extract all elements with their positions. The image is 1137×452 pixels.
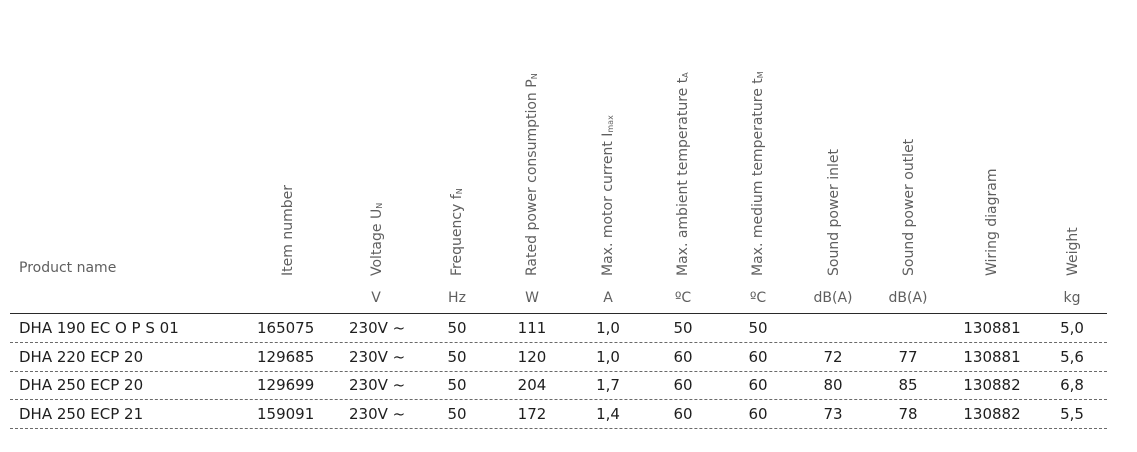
header-max-current: Max. motor current Imax (600, 115, 619, 276)
header-rated-power: Rated power consumption PN (524, 73, 543, 276)
header-ambient-temp-text: Max. ambient temperature t (675, 77, 691, 276)
header-ambient-temp: Max. ambient temperature tA (675, 72, 694, 276)
cell-medium-temp: 60 (748, 348, 768, 366)
cell-wiring-diagram: 130881 (963, 348, 1021, 366)
header-frequency-text: Frequency f (449, 194, 465, 276)
cell-ambient-temp: 60 (673, 405, 693, 423)
header-item-number-text: Item number (280, 185, 296, 276)
cell-rated-power: 172 (517, 405, 547, 423)
product-spec-table: Product name Item number Voltage UN Freq… (10, 0, 1107, 452)
unit-sound-outlet: dB(A) (888, 290, 928, 306)
cell-weight: 5,5 (1060, 405, 1084, 423)
cell-item-number: 129685 (257, 348, 315, 366)
header-sound-inlet-text: Sound power inlet (826, 148, 842, 276)
header-weight: Weight (1065, 227, 1081, 276)
cell-wiring-diagram: 130881 (963, 319, 1021, 337)
cell-product-name: DHA 250 ECP 21 (19, 405, 144, 423)
cell-medium-temp: 60 (748, 405, 768, 423)
table-row: DHA 250 ECP 21 159091 230V ~ 50 172 1,4 … (10, 400, 1107, 429)
cell-weight: 5,6 (1060, 348, 1084, 366)
cell-ambient-temp: 60 (673, 348, 693, 366)
unit-max-current: A (603, 290, 613, 306)
cell-weight: 6,8 (1060, 376, 1084, 394)
header-medium-temp: Max. medium temperature tM (750, 71, 769, 276)
header-ambient-temp-sub: A (681, 72, 690, 78)
cell-sound-inlet: 72 (823, 348, 843, 366)
header-product-name: Product name (19, 260, 117, 276)
cell-weight: 5,0 (1060, 319, 1084, 337)
header-voltage-text: Voltage U (369, 208, 385, 276)
cell-sound-inlet: 73 (823, 405, 843, 423)
header-wiring-diagram-text: Wiring diagram (984, 168, 1000, 277)
cell-ambient-temp: 50 (673, 319, 693, 337)
header-sound-inlet: Sound power inlet (826, 149, 842, 276)
cell-voltage: 230V ~ (349, 376, 406, 394)
header-max-current-sub: max (606, 115, 615, 133)
cell-frequency: 50 (447, 376, 467, 394)
cell-medium-temp: 60 (748, 376, 768, 394)
header-sound-outlet: Sound power outlet (901, 139, 917, 276)
cell-max-current: 1,0 (596, 348, 620, 366)
cell-item-number: 165075 (257, 319, 315, 337)
unit-sound-inlet: dB(A) (813, 290, 853, 306)
header-voltage-sub: N (375, 202, 384, 209)
cell-sound-inlet: 80 (823, 376, 843, 394)
cell-frequency: 50 (447, 319, 467, 337)
header-medium-temp-text: Max. medium temperature t (750, 78, 766, 276)
cell-sound-outlet: 85 (898, 376, 918, 394)
cell-ambient-temp: 60 (673, 376, 693, 394)
unit-voltage: V (371, 290, 381, 306)
header-frequency: Frequency fN (449, 188, 468, 276)
header-medium-temp-sub: M (756, 71, 765, 79)
table-row: DHA 250 ECP 20 129699 230V ~ 50 204 1,7 … (10, 371, 1107, 400)
cell-max-current: 1,0 (596, 319, 620, 337)
cell-frequency: 50 (447, 348, 467, 366)
cell-rated-power: 204 (517, 376, 547, 394)
header-voltage: Voltage UN (369, 203, 388, 276)
unit-frequency: Hz (448, 290, 466, 306)
cell-max-current: 1,7 (596, 376, 620, 394)
cell-frequency: 50 (447, 405, 467, 423)
cell-sound-outlet: 78 (898, 405, 918, 423)
cell-voltage: 230V ~ (349, 319, 406, 337)
table-row: DHA 190 EC O P S 01 165075 230V ~ 50 111… (10, 314, 1107, 343)
cell-voltage: 230V ~ (349, 348, 406, 366)
cell-rated-power: 120 (517, 348, 547, 366)
unit-weight: kg (1063, 290, 1081, 306)
table-row: DHA 220 ECP 20 129685 230V ~ 50 120 1,0 … (10, 343, 1107, 372)
cell-product-name: DHA 250 ECP 20 (19, 376, 144, 394)
cell-item-number: 159091 (257, 405, 315, 423)
unit-ambient-temp: ºC (674, 290, 692, 306)
header-rated-power-text: Rated power consumption P (524, 79, 540, 276)
cell-max-current: 1,4 (596, 405, 620, 423)
header-weight-text: Weight (1065, 227, 1081, 276)
header-item-number: Item number (280, 185, 296, 276)
header-frequency-sub: N (455, 188, 464, 195)
cell-wiring-diagram: 130882 (963, 376, 1021, 394)
cell-product-name: DHA 220 ECP 20 (19, 348, 144, 366)
cell-voltage: 230V ~ (349, 405, 406, 423)
header-divider (10, 313, 1107, 314)
header-rated-power-sub: N (530, 73, 539, 80)
cell-medium-temp: 50 (748, 319, 768, 337)
cell-item-number: 129699 (257, 376, 315, 394)
header-wiring-diagram: Wiring diagram (984, 169, 1000, 277)
cell-product-name: DHA 190 EC O P S 01 (19, 319, 179, 337)
header-sound-outlet-text: Sound power outlet (901, 138, 917, 276)
unit-rated-power: W (525, 290, 539, 306)
unit-medium-temp: ºC (749, 290, 767, 306)
header-max-current-text: Max. motor current I (600, 132, 616, 276)
cell-wiring-diagram: 130882 (963, 405, 1021, 423)
cell-rated-power: 111 (517, 319, 547, 337)
cell-sound-outlet: 77 (898, 348, 918, 366)
